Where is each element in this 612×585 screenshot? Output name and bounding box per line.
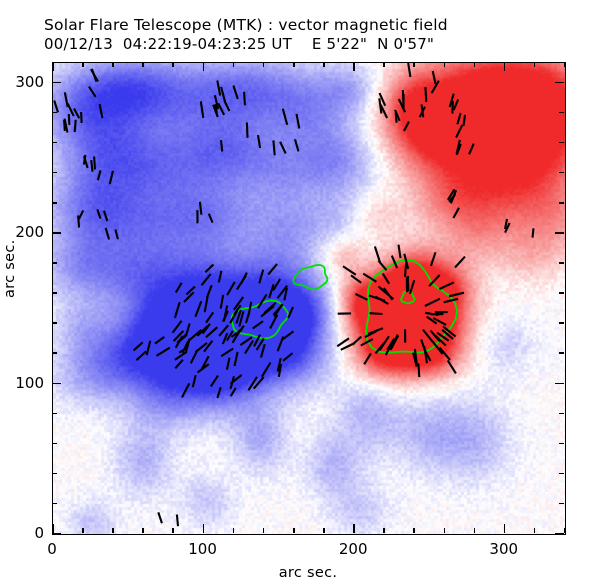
x-tick-top-100 (202, 62, 205, 71)
x-tick-140 (262, 528, 265, 533)
x-tick-top-220 (383, 62, 385, 67)
x-tick-top-280 (473, 62, 476, 67)
y-tick-240 (52, 171, 57, 174)
y-axis-label-200: 200 (15, 223, 44, 242)
y-tick-20 (52, 502, 57, 505)
y-tick-280 (52, 111, 57, 114)
x-tick-300 (503, 524, 506, 533)
x-tick-top-260 (443, 62, 446, 67)
x-tick-320 (533, 528, 536, 533)
x-tick-top-240 (413, 62, 415, 67)
x-axis-label-200: 200 (338, 540, 368, 558)
x-tick-40 (112, 528, 114, 533)
y-tick-100 (52, 382, 61, 385)
x-tick-top-200 (353, 62, 355, 71)
x-axis-label-300: 300 (489, 540, 519, 558)
x-tick-top-40 (112, 62, 114, 67)
x-tick-0 (52, 524, 54, 533)
x-tick-260 (443, 528, 446, 533)
y-axis-label-100: 100 (15, 373, 44, 392)
y-axis-label-300: 300 (15, 72, 44, 91)
x-tick-top-20 (82, 62, 84, 67)
y-tick-right-220 (559, 201, 564, 204)
x-tick-top-180 (323, 62, 325, 67)
y-tick-right-60 (559, 442, 564, 445)
y-tick-right-100 (555, 382, 564, 385)
figure-title-block: Solar Flare Telescope (MTK) : vector mag… (44, 16, 584, 54)
y-tick-right-240 (559, 171, 564, 174)
magnetogram-plot-area (52, 62, 566, 535)
y-tick-right-40 (559, 472, 564, 475)
x-tick-top-0 (52, 62, 54, 71)
x-tick-100 (202, 524, 205, 533)
y-tick-right-180 (559, 262, 564, 264)
y-tick-200 (52, 232, 61, 234)
y-tick-180 (52, 262, 57, 264)
y-tick-160 (52, 292, 57, 294)
y-tick-right-200 (555, 232, 564, 234)
x-tick-top-160 (292, 62, 295, 67)
x-tick-top-120 (232, 62, 235, 67)
y-axis-title: arc sec. (2, 239, 18, 298)
x-tick-280 (473, 528, 476, 533)
x-tick-20 (82, 528, 84, 533)
x-tick-60 (142, 528, 144, 533)
x-tick-top-80 (172, 62, 175, 67)
y-tick-120 (52, 352, 57, 355)
y-tick-300 (52, 81, 61, 84)
x-tick-180 (323, 528, 325, 533)
x-axis-label-100: 100 (188, 540, 217, 558)
x-tick-240 (413, 528, 415, 533)
y-tick-right-80 (559, 412, 564, 415)
y-tick-right-140 (559, 322, 564, 324)
y-axis-label-0: 0 (34, 524, 44, 542)
x-tick-340 (564, 528, 566, 533)
y-tick-60 (52, 442, 57, 445)
figure-title: Solar Flare Telescope (MTK) : vector mag… (44, 16, 448, 34)
x-tick-top-140 (262, 62, 265, 67)
y-tick-80 (52, 412, 57, 415)
figure-subtitle: 00/12/13 04:22:19-04:23:25 UT E 5'22" N … (44, 35, 435, 53)
x-tick-top-340 (564, 62, 566, 67)
y-tick-140 (52, 322, 57, 324)
x-tick-top-300 (503, 62, 506, 71)
x-tick-160 (292, 528, 295, 533)
y-tick-right-0 (555, 533, 564, 535)
y-tick-40 (52, 472, 57, 475)
x-tick-200 (353, 524, 355, 533)
y-tick-0 (52, 533, 61, 535)
x-tick-220 (383, 528, 385, 533)
x-tick-80 (172, 528, 175, 533)
y-tick-right-20 (559, 502, 564, 505)
y-tick-260 (52, 141, 57, 144)
x-tick-120 (232, 528, 235, 533)
y-tick-220 (52, 201, 57, 204)
x-axis-title: arc sec. (278, 565, 338, 581)
y-tick-right-160 (559, 292, 564, 294)
y-tick-right-300 (555, 81, 564, 84)
magnetogram-image (53, 63, 565, 534)
y-tick-right-280 (559, 111, 564, 114)
x-tick-top-60 (142, 62, 144, 67)
y-tick-right-120 (559, 352, 564, 355)
y-tick-right-260 (559, 141, 564, 144)
x-axis-label-0: 0 (47, 540, 57, 558)
x-tick-top-320 (533, 62, 536, 67)
